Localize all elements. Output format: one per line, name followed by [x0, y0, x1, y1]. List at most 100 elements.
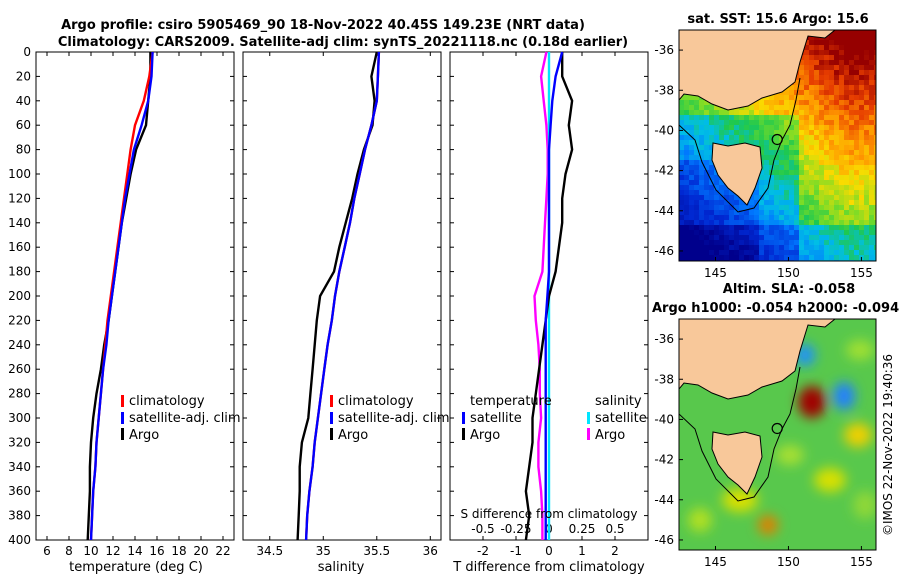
sst-cell: [824, 85, 830, 91]
sst-cell: [779, 165, 785, 171]
sst-cell: [839, 155, 845, 161]
sst-cell: [804, 200, 810, 206]
sst-cell: [789, 190, 795, 196]
sst-cell: [749, 240, 755, 246]
depth-tick-label: 0: [23, 45, 31, 59]
sst-cell: [684, 225, 690, 231]
sst-cell: [819, 220, 825, 226]
sst-cell: [839, 210, 845, 216]
sst-cell: [789, 135, 795, 141]
sst-cell: [869, 210, 875, 216]
sst-cell: [819, 120, 825, 126]
sst-cell: [849, 190, 855, 196]
sst-cell: [759, 250, 765, 256]
sst-cell: [764, 215, 770, 221]
sst-cell: [829, 170, 835, 176]
sst-cell: [799, 115, 805, 121]
legend-swatch-t-satellite: [462, 412, 465, 424]
sst-cell: [859, 30, 865, 36]
sst-cell: [849, 160, 855, 166]
sst-cell: [819, 200, 825, 206]
sst-cell: [784, 160, 790, 166]
sst-cell: [764, 155, 770, 161]
sst-cell: [794, 175, 800, 181]
sst-cell: [684, 205, 690, 211]
sst-cell: [709, 220, 715, 226]
sst-cell: [814, 75, 820, 81]
sst-cell: [819, 225, 825, 231]
sst-cell: [769, 95, 775, 101]
depth-tick-label: 180: [8, 265, 31, 279]
sst-cell: [854, 70, 860, 76]
sst-cell: [859, 120, 865, 126]
sst-cell: [684, 140, 690, 146]
s-difference-label: S difference from climatology: [461, 507, 638, 521]
sst-cell: [874, 145, 876, 151]
sst-cell: [799, 225, 805, 231]
sst-cell: [804, 150, 810, 156]
sst-cell: [794, 200, 800, 206]
sst-cell: [729, 200, 735, 206]
sst-cell: [729, 115, 735, 121]
sst-cell: [824, 95, 830, 101]
sst-cell: [829, 250, 835, 256]
sst-cell: [849, 95, 855, 101]
sst-cell: [834, 200, 840, 206]
sst-cell: [834, 75, 840, 81]
sst-cell: [809, 170, 815, 176]
sst-cell: [834, 190, 840, 196]
sst-cell: [679, 230, 685, 236]
sst-cell: [874, 95, 876, 101]
sst-cell: [694, 235, 700, 241]
sst-cell: [694, 105, 700, 111]
sst-cell: [814, 95, 820, 101]
sst-cell: [774, 130, 780, 136]
sst-cell: [794, 75, 800, 81]
sst-cell: [749, 135, 755, 141]
salinity-panel: 34.5 35 35.5 36 salinity climatology satell…: [242, 51, 450, 575]
sst-cell: [814, 140, 820, 146]
sst-cell: [869, 220, 875, 226]
sst-cell: [789, 155, 795, 161]
depth-tick-label: 140: [8, 216, 31, 230]
sst-cell: [849, 45, 855, 51]
sst-cell: [829, 120, 835, 126]
sst-cell: [794, 255, 800, 261]
sst-cell: [739, 130, 745, 136]
sst-cell: [759, 235, 765, 241]
sst-cell: [834, 205, 840, 211]
sst-cell: [789, 200, 795, 206]
sst-cell: [829, 140, 835, 146]
sst-cell: [784, 150, 790, 156]
sst-cell: [749, 215, 755, 221]
sst-cell: [779, 200, 785, 206]
temperature-legend: climatology satellite-adj. clim Argo: [121, 394, 241, 443]
sst-cell: [754, 195, 760, 201]
sst-cell: [794, 135, 800, 141]
sst-cell: [864, 125, 870, 131]
sst-cell: [824, 230, 830, 236]
sst-cell: [829, 115, 835, 121]
sst-cell: [769, 125, 775, 131]
sst-cell: [839, 55, 845, 61]
sla-anomaly: [833, 382, 855, 410]
sst-cell: [739, 205, 745, 211]
sst-cell: [699, 200, 705, 206]
sst-cell: [764, 205, 770, 211]
sst-cell: [859, 210, 865, 216]
sst-cell: [714, 140, 720, 146]
sst-cell: [679, 150, 685, 156]
sst-cell: [684, 220, 690, 226]
sst-cell: [704, 230, 710, 236]
sst-cell: [719, 195, 725, 201]
sst-cell: [854, 190, 860, 196]
sst-cell: [714, 210, 720, 216]
sst-cell: [709, 140, 715, 146]
sst-cell: [754, 235, 760, 241]
sst-cell: [784, 140, 790, 146]
sst-cell: [704, 100, 710, 106]
sst-cell: [744, 210, 750, 216]
sst-cell: [859, 50, 865, 56]
sst-cell: [764, 240, 770, 246]
sst-cell: [834, 105, 840, 111]
